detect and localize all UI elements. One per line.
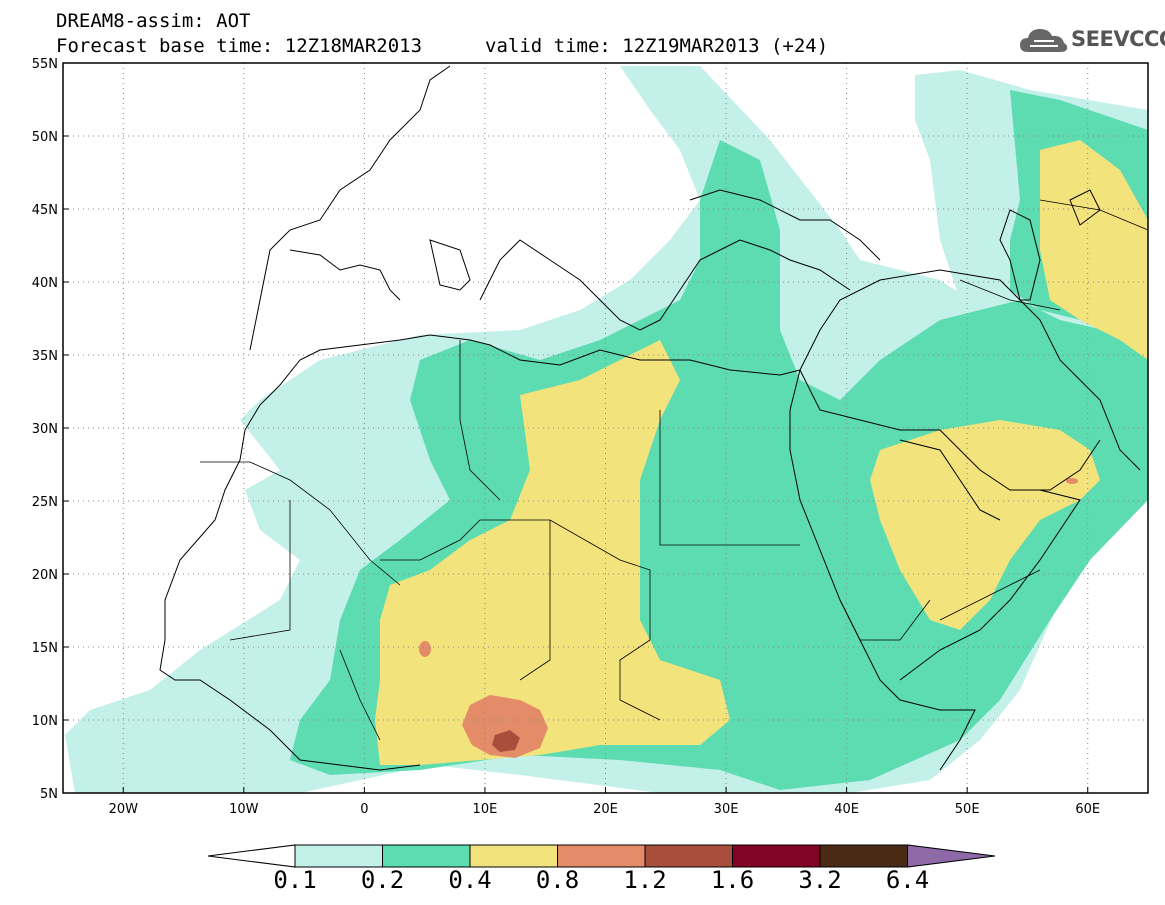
- colorbar-swatch: [469, 844, 558, 868]
- map-title: DREAM8-assim: AOT: [56, 10, 251, 32]
- colorbar: [207, 844, 996, 868]
- lon-tick-label: 60E: [1075, 802, 1100, 817]
- lat-tick-label: 20N: [32, 568, 58, 583]
- lat-tick-label: 35N: [32, 349, 58, 364]
- aot-spot-0.8: [419, 641, 431, 657]
- colorbar-label: 0.8: [535, 866, 580, 894]
- axis-ticks: 55N 50N 45N 40N 35N 30N 25N 20N 15N 10N 5N 20W 10W 0 1…: [32, 57, 1100, 817]
- seevccc-logo: SEEVCCC: [1018, 24, 1165, 56]
- colorbar-swatch: [732, 844, 821, 868]
- aot-contours: [65, 66, 1148, 793]
- lat-tick-label: 40N: [32, 276, 58, 291]
- lat-tick-label: 15N: [32, 641, 58, 656]
- colorbar-low-arrow: [207, 844, 296, 868]
- lon-tick-label: 20W: [109, 802, 139, 817]
- lon-tick-label: 30E: [714, 802, 739, 817]
- aot-band-0.4-arabia: [870, 420, 1100, 630]
- colorbar-label: 0.1: [273, 866, 317, 894]
- borders: [200, 199, 1149, 741]
- colorbar-swatch: [557, 844, 646, 868]
- colorbar-label: 1.6: [710, 866, 755, 894]
- colorbar-swatch: [644, 844, 733, 868]
- lat-tick-label: 30N: [32, 422, 58, 437]
- lon-tick-label: 10E: [473, 802, 498, 817]
- forecast-base-time: Forecast base time: 12Z18MAR2013: [56, 35, 423, 57]
- aot-band-0.4: [375, 340, 730, 765]
- colorbar-swatch: [382, 844, 471, 868]
- lon-tick-label: 20E: [593, 802, 618, 817]
- lat-tick-label: 10N: [32, 714, 58, 729]
- valid-time: valid time: 12Z19MAR2013 (+24): [485, 35, 829, 57]
- lon-tick-label: 0: [360, 802, 368, 817]
- colorbar-label: 0.4: [448, 866, 492, 894]
- lat-tick-label: 50N: [32, 130, 58, 145]
- lon-tick-label: 10W: [229, 802, 259, 817]
- cloud-icon: [1020, 29, 1068, 52]
- lon-tick-label: 50E: [955, 802, 980, 817]
- logo-text: SEEVCCC: [1071, 27, 1165, 51]
- lat-tick-label: 25N: [32, 495, 58, 510]
- colorbar-label: 3.2: [798, 866, 842, 894]
- colorbar-label: 6.4: [885, 866, 930, 894]
- aot-spot-0.8-east: [1066, 478, 1078, 484]
- lat-tick-label: 5N: [40, 787, 58, 802]
- aot-band-0.4-caspian: [1040, 140, 1148, 360]
- colorbar-label: 1.2: [623, 866, 667, 894]
- colorbar-label: 0.2: [360, 866, 405, 894]
- graticule: [63, 63, 1148, 793]
- lon-tick-label: 40E: [834, 802, 859, 817]
- aot-band-1.2: [492, 730, 520, 752]
- lat-tick-label: 45N: [32, 203, 58, 218]
- colorbar-high-arrow: [907, 844, 996, 868]
- lat-tick-label: 55N: [32, 57, 58, 72]
- colorbar-swatch: [294, 844, 383, 868]
- colorbar-swatch: [819, 844, 908, 868]
- aot-band-0.8: [462, 695, 548, 758]
- coastlines: [159, 65, 1141, 771]
